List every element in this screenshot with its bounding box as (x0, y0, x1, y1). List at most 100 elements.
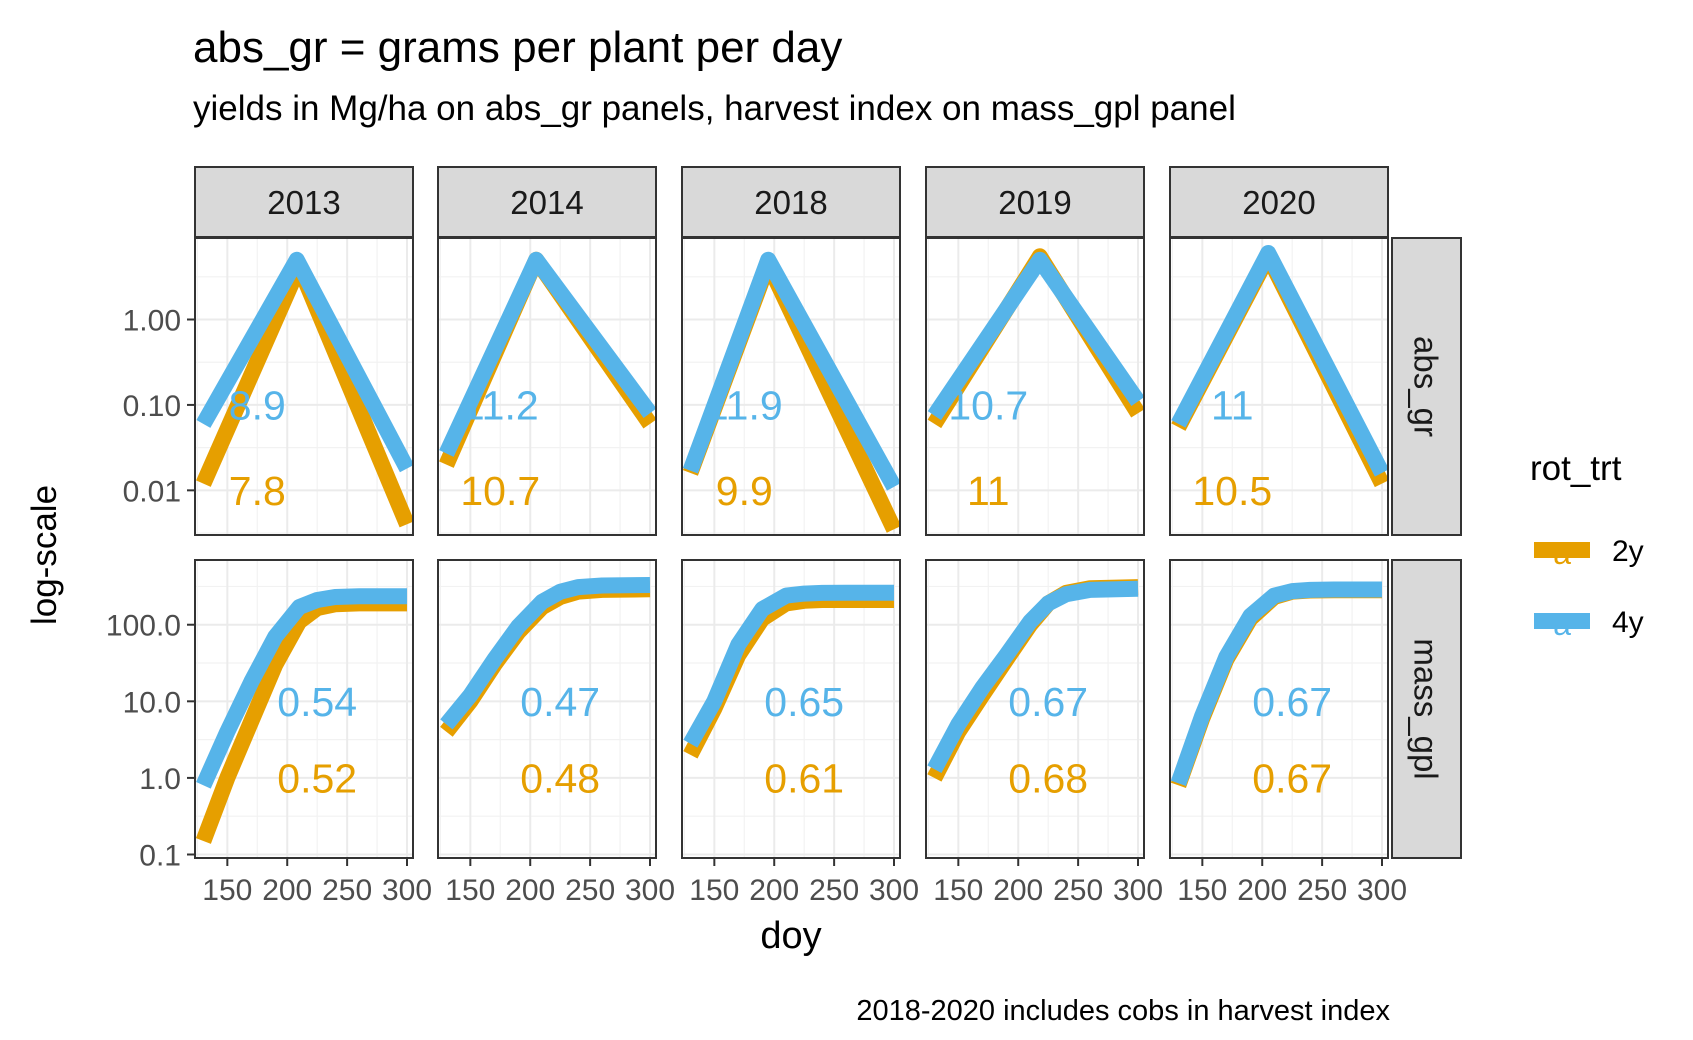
annotation-label-4y: 0.65 (764, 679, 844, 725)
annotation-label-2y: 0.48 (520, 756, 600, 802)
x-tick-label: 300 (382, 874, 432, 907)
annotation-label-4y: 11.9 (706, 383, 783, 429)
series-line-4y (439, 251, 656, 457)
chart-caption: 2018-2020 includes cobs in harvest index (856, 995, 1390, 1027)
series-line-4y (927, 580, 1139, 773)
annotation-label-2y: 10.7 (460, 468, 540, 514)
annotation-label-4y: 0.67 (1252, 679, 1332, 725)
series-line-4y (682, 251, 900, 491)
panel-abs_gr-2014: 11.2 10.7 (437, 237, 657, 536)
panel-border (1169, 559, 1389, 859)
panel-mass_gpl-2014: 0.47 0.48 150 200 250 300 (437, 559, 675, 907)
annotation-label-2y: 9.9 (716, 468, 773, 514)
annotation-label-4y: 11.2 (462, 383, 539, 429)
x-tick-label: 300 (1357, 874, 1407, 907)
panel-mass_gpl-2013: 0.54 0.52 150 200 250 300 (194, 559, 432, 907)
y-tick-label: 1.0 (139, 763, 181, 796)
facet-strip-abs_gr (1391, 237, 1462, 536)
series-line-4y (683, 584, 894, 748)
x-tick-label: 250 (809, 874, 859, 907)
y-tick-label: 0.01 (123, 475, 181, 508)
panel-mass_gpl-2020: 0.67 0.67 150 200 250 300 (1169, 559, 1407, 907)
facet-strip-label: 2020 (1242, 184, 1315, 221)
panel-border (437, 237, 657, 536)
annotation-label-2y: 11 (967, 468, 1010, 514)
panel-border (925, 559, 1145, 859)
legend-item-4y: a 4y (1534, 606, 1644, 642)
panel-border (681, 559, 901, 859)
annotation-label-2y: 0.68 (1008, 756, 1088, 802)
panel-border (1169, 237, 1389, 536)
y-tick-label: 1.00 (123, 305, 181, 338)
facet-strip-label: 2018 (754, 184, 827, 221)
chart-title: abs_gr = grams per plant per day (193, 23, 842, 72)
annotation-label-4y: 10.7 (948, 383, 1028, 429)
x-tick-label: 200 (749, 874, 799, 907)
x-tick-label: 150 (689, 874, 739, 907)
panel-abs_gr-2019: 10.7 11 (925, 237, 1145, 536)
facet-strip-label: 2014 (510, 184, 583, 221)
y-tick-label: 10.0 (123, 686, 181, 719)
panel-border (681, 237, 901, 536)
series-line-4y (1170, 581, 1382, 786)
annotation-label-2y: 0.67 (1252, 756, 1332, 802)
annotation-label-2y: 7.8 (229, 468, 286, 514)
x-tick-label: 200 (505, 874, 555, 907)
x-tick-label: 300 (1113, 874, 1163, 907)
facet-strip-2013 (194, 166, 414, 238)
annotation-label-2y: 0.52 (277, 756, 357, 802)
chart-subtitle: yields in Mg/ha on abs_gr panels, harves… (193, 89, 1236, 128)
x-tick-label: 150 (933, 874, 983, 907)
annotation-label-4y: 0.54 (277, 679, 357, 725)
facet-strip-label: mass_gpl (1408, 638, 1445, 779)
panel-border (437, 559, 657, 859)
x-tick-label: 250 (1297, 874, 1347, 907)
panel-border (194, 237, 414, 536)
x-tick-label: 200 (1237, 874, 1287, 907)
legend-key-glyph: a (1553, 535, 1571, 571)
x-tick-label: 300 (869, 874, 919, 907)
x-tick-label: 250 (322, 874, 372, 907)
legend-label: 2y (1612, 535, 1644, 568)
facet-strip-2014 (437, 166, 657, 238)
x-tick-label: 200 (993, 874, 1043, 907)
x-tick-label: 300 (625, 874, 675, 907)
y-tick-label: 100.0 (106, 610, 181, 643)
x-tick-label: 200 (262, 874, 312, 907)
facet-strip-label: 2013 (267, 184, 340, 221)
panel-border (194, 559, 414, 859)
facet-strip-label: abs_gr (1408, 336, 1445, 437)
legend-label: 4y (1612, 606, 1644, 639)
y-axis-title: log-scale (25, 485, 64, 625)
facet-strip-label: 2019 (998, 184, 1071, 221)
legend-title: rot_trt (1530, 449, 1622, 488)
legend: rot_trt a 2y a 4y (1530, 449, 1644, 642)
y-tick-label: 0.1 (139, 839, 181, 872)
x-tick-label: 250 (565, 874, 615, 907)
legend-item-2y: a 2y (1534, 535, 1644, 571)
panel-abs_gr-2020: 11 10.5 (1169, 237, 1389, 536)
panel-border (925, 237, 1145, 536)
series-line-4y (440, 577, 651, 730)
annotation-label-4y: 11 (1211, 383, 1254, 429)
panel-mass_gpl-2018: 0.65 0.61 150 200 250 300 (681, 559, 919, 907)
annotation-label-4y: 8.9 (229, 383, 286, 429)
annotation-label-4y: 0.67 (1008, 679, 1088, 725)
annotation-label-2y: 10.5 (1192, 468, 1272, 514)
x-tick-label: 150 (1177, 874, 1227, 907)
annotation-label-2y: 0.61 (764, 756, 844, 802)
series-line-4y (196, 251, 413, 473)
x-tick-label: 150 (202, 874, 252, 907)
panel-abs_gr-2013: 8.9 7.8 (194, 237, 414, 536)
x-axis-title: doy (760, 915, 821, 957)
x-tick-label: 150 (445, 874, 495, 907)
y-tick-label: 0.10 (123, 390, 181, 423)
series-line-4y (196, 588, 407, 789)
facet-panels: 2013 2014 2018 2019 2020 abs_gr mass_gpl 8.9 7.8… (106, 166, 1462, 907)
facet-strip-mass_gpl (1391, 559, 1462, 859)
annotation-label-4y: 0.47 (520, 679, 600, 725)
panel-mass_gpl-2019: 0.67 0.68 150 200 250 300 (925, 559, 1163, 907)
series-line-4y (1171, 245, 1388, 477)
panel-abs_gr-2018: 11.9 9.9 (681, 237, 901, 536)
